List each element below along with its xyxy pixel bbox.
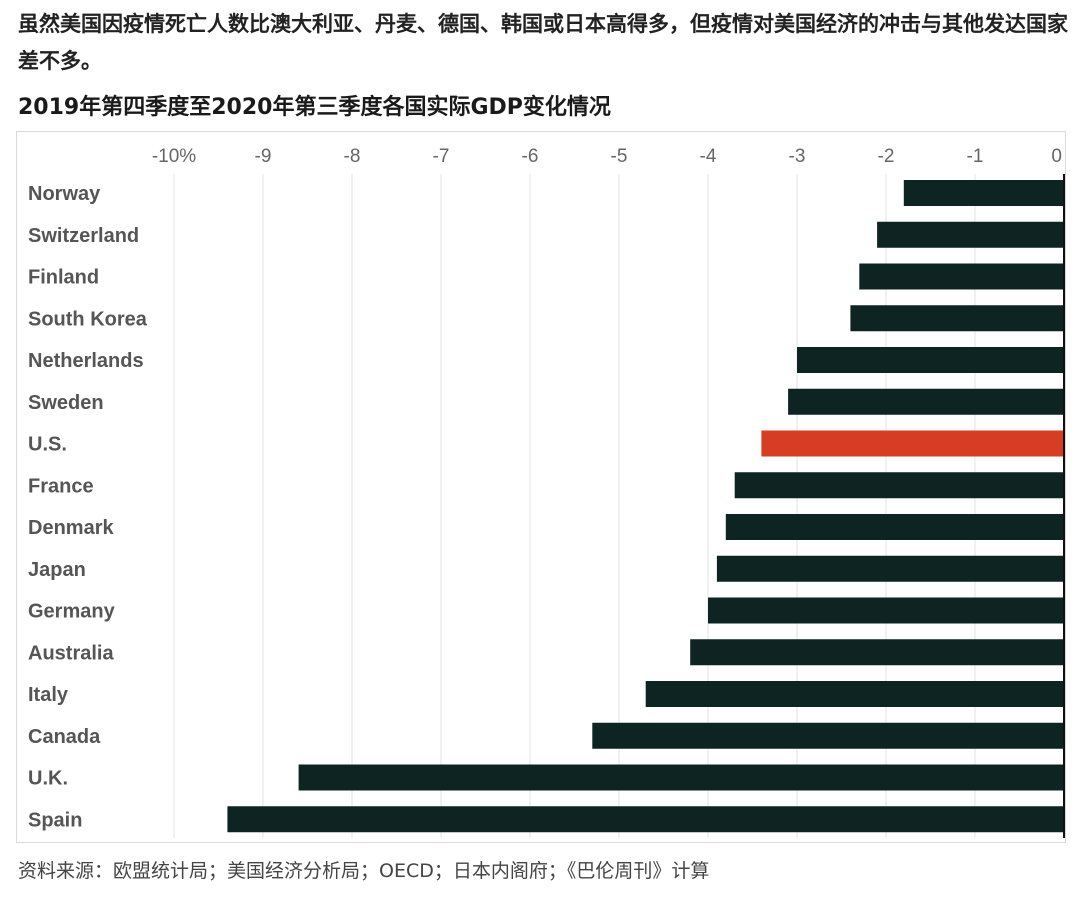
category-label: Switzerland — [28, 225, 139, 247]
x-tick-label: 0 — [1051, 146, 1062, 167]
bar-highlight — [761, 430, 1064, 457]
chart-title: 2019年第四季度至2020年第三季度各国实际GDP变化情况 — [18, 95, 611, 120]
category-label: Germany — [28, 601, 116, 623]
bar — [298, 764, 1065, 791]
gdp-bar-chart: -10% -9 -8 -7 -6 -5 -4 -3 -2 -1 0 Norway Switzerland… — [28, 146, 1065, 838]
bar — [690, 639, 1064, 666]
bar — [592, 722, 1064, 749]
bar — [645, 681, 1064, 707]
bar — [788, 388, 1064, 415]
category-label: Netherlands — [28, 350, 144, 372]
bar — [725, 514, 1064, 540]
x-tick-label: -6 — [522, 146, 539, 167]
bar — [850, 305, 1064, 332]
category-label: Japan — [28, 559, 86, 581]
category-label: Denmark — [28, 517, 114, 539]
x-tick-label: -1 — [967, 146, 984, 167]
category-label: Spain — [28, 809, 82, 831]
x-tick-label: -7 — [433, 146, 450, 167]
category-label: Sweden — [28, 392, 104, 414]
x-tick-label: -4 — [700, 146, 717, 167]
bar — [859, 263, 1064, 290]
category-label: Norway — [28, 183, 101, 205]
x-tick-label: -3 — [789, 146, 806, 167]
category-label: U.K. — [28, 768, 68, 790]
x-tick-label: -5 — [611, 146, 628, 167]
bar — [903, 180, 1064, 206]
category-label: Australia — [28, 642, 114, 664]
source-note: 资料来源：欧盟统计局；美国经济分析局；OECD；日本内阁府；《巴伦周刊》计算 — [18, 860, 710, 882]
category-label: Canada — [28, 726, 101, 748]
x-tick-label: -2 — [878, 146, 895, 167]
category-label: France — [28, 475, 94, 497]
category-label: Italy — [28, 684, 69, 706]
bar — [734, 472, 1064, 499]
intro-text: 虽然美国因疫情死亡人数比澳大利亚、丹麦、德国、韩国或日本高得多，但疫情对美国经济… — [18, 12, 1068, 73]
category-label: U.S. — [28, 434, 67, 456]
bar — [877, 221, 1064, 248]
bar — [227, 806, 1064, 833]
category-label: South Korea — [28, 308, 148, 330]
category-label: Finland — [28, 267, 99, 289]
x-tick-label: -9 — [255, 146, 272, 167]
bar — [708, 597, 1064, 624]
chart-frame: -10% -9 -8 -7 -6 -5 -4 -3 -2 -1 0 Norway Switzerland… — [16, 131, 1066, 843]
x-tick-label: -8 — [344, 146, 361, 167]
bar — [716, 555, 1064, 582]
x-tick-label: -10% — [152, 146, 196, 167]
bar — [797, 347, 1064, 373]
